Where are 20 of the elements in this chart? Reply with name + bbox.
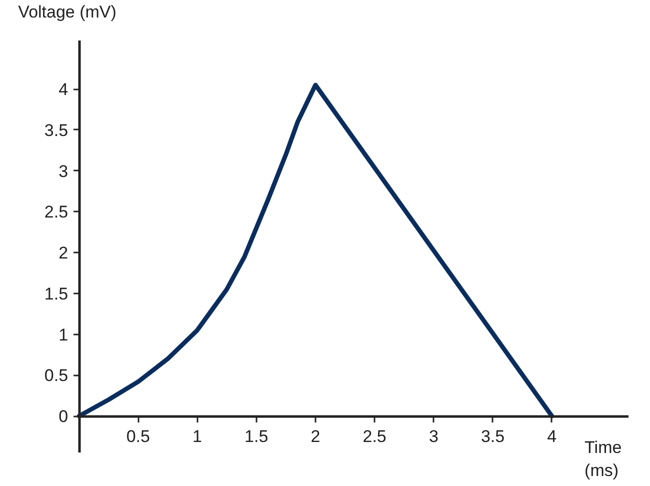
y-tick-label: 2	[58, 244, 68, 263]
x-axis-title: Time (ms)	[584, 438, 622, 480]
y-axis-title: Voltage (mV)	[18, 2, 116, 22]
line-series	[76, 82, 554, 418]
x-tick-label: 0.5	[126, 427, 150, 446]
x-tick-label: 1.5	[244, 427, 268, 446]
x-tick-label: 2	[310, 427, 320, 446]
y-tick-label: 0.5	[44, 366, 68, 386]
x-tick-label: 2.5	[362, 427, 386, 446]
x-tick-label: 4	[547, 427, 557, 446]
x-tick-label: 3.5	[480, 427, 505, 446]
y-tick-label: 4	[58, 80, 68, 100]
y-tick-label: 3.5	[44, 120, 68, 140]
y-tick-label: 1.5	[44, 284, 68, 304]
x-tick-label: 3	[428, 427, 438, 446]
y-tick-label: 3	[58, 162, 68, 181]
y-tick-label: 0	[58, 407, 68, 426]
x-tick-label: 1	[192, 427, 202, 446]
y-tick-label: 1	[58, 325, 68, 344]
y-tick-label: 2.5	[44, 202, 68, 222]
